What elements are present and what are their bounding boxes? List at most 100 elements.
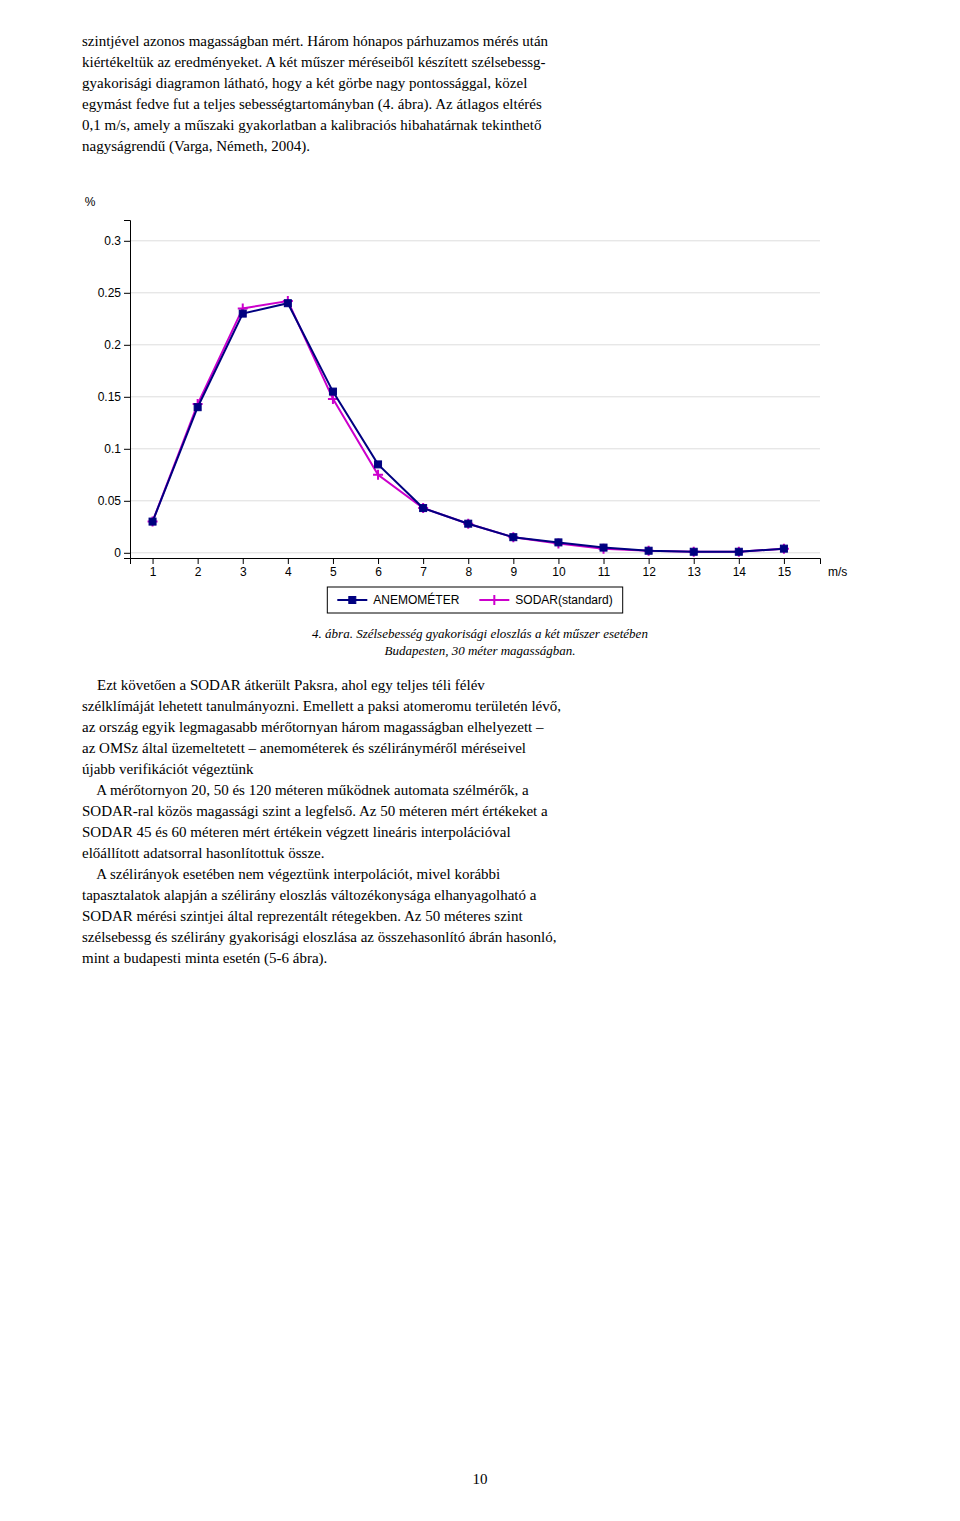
point [284, 300, 291, 307]
x-axis-tick: 15 [778, 558, 792, 579]
legend-marker [489, 595, 499, 605]
tick-mark [124, 241, 130, 242]
x-axis-tick: 6 [375, 558, 382, 579]
point [734, 547, 744, 557]
tick-mark [558, 558, 559, 564]
caption-line: Budapesten, 30 méter magasságban. [384, 643, 575, 658]
tick-label: 11 [598, 565, 611, 579]
x-axis: 123456789101112131415 [131, 558, 821, 579]
tick-label: 0 [114, 546, 121, 560]
x-axis-tick: 5 [330, 558, 337, 579]
text-line: előállított adatsorral hasonlítottuk öss… [82, 845, 324, 861]
tick-mark [378, 558, 379, 564]
tick-mark [124, 397, 130, 398]
legend-label: SODAR(standard) [515, 593, 612, 607]
x-axis-tick: 4 [285, 558, 292, 579]
x-axis-tick: 14 [733, 558, 747, 579]
y-axis-tick: 0 [114, 546, 130, 560]
point [463, 519, 473, 529]
text-line: SODAR 45 és 60 méteren mért értékein vég… [82, 824, 511, 840]
tick-mark [333, 558, 334, 564]
series [149, 300, 787, 556]
tick-label: 3 [240, 565, 247, 579]
text-line: újabb verifikációt végeztünk [82, 761, 254, 777]
grid [130, 241, 820, 553]
text-line: szintjével azonos magasságban mért. Háro… [82, 33, 549, 49]
x-axis-tick: 7 [420, 558, 427, 579]
text-line: az OMSz által üzemeltetett – anemométere… [82, 740, 526, 756]
y-axis-tick: 0.05 [98, 494, 130, 508]
tick-mark [604, 558, 605, 564]
chart: 12345678910111213141500.050.10.150.20.25… [85, 195, 848, 579]
tick-label: 7 [420, 565, 427, 579]
tick-mark [124, 553, 130, 554]
x-axis-tick: 11 [598, 558, 611, 579]
tick-label: 12 [642, 565, 656, 579]
x-axis-tick: 2 [195, 558, 202, 579]
x-axis-tick: 3 [240, 558, 247, 579]
plot-area [148, 296, 789, 557]
grid-line [130, 240, 820, 241]
text-line: SODAR mérési szintjei által reprezentált… [82, 908, 524, 924]
point [780, 545, 787, 552]
point [600, 544, 607, 551]
tick-mark [694, 558, 695, 564]
y-axis-tick: 0.3 [104, 234, 130, 248]
tick-mark [124, 449, 130, 450]
tick-label: 0.25 [98, 286, 122, 300]
y-axis-title: % [85, 195, 96, 209]
text-line: nagyságrendű (Varga, Németh, 2004). [82, 138, 310, 155]
series-line [153, 301, 784, 552]
point [329, 388, 336, 395]
text-line: gyakorisági diagramon látható, hogy a ké… [82, 75, 527, 91]
point [553, 538, 563, 548]
text-line: szélsebessg és szélirány gyakorisági elo… [82, 929, 556, 945]
point [194, 404, 201, 411]
tick-mark [288, 558, 289, 564]
tick-label: 2 [195, 565, 202, 579]
point [375, 461, 382, 468]
point [690, 548, 697, 555]
text-line: Ezt követően a SODAR átkerült Paksra, ah… [82, 677, 485, 693]
text-line: egymást fedve fut a teljes sebességtarto… [82, 96, 542, 113]
page: szintjével azonos magasságban mért. Háro… [0, 0, 960, 1521]
grid-line [130, 396, 820, 397]
caption-line: 4. ábra. Szélsebesség gyakorisági eloszl… [312, 626, 648, 641]
legend-label: ANEMOMÉTER [373, 592, 459, 607]
y-axis-tick: 0.2 [104, 338, 130, 352]
x-axis-title: m/s [828, 565, 847, 579]
text-line: A mérőtornyon 20, 50 és 120 méteren műkö… [82, 782, 529, 798]
text-before: szintjével azonos magasságban mért. Háro… [82, 33, 549, 155]
tick-mark [124, 293, 130, 294]
tick-label: 8 [465, 565, 472, 579]
point [510, 534, 517, 541]
tick-label: 0.2 [104, 338, 121, 352]
point [599, 544, 609, 554]
tick-mark [784, 558, 785, 564]
x-axis-tick: 1 [150, 558, 157, 579]
tick-label: 5 [330, 565, 337, 579]
tick-label: 0.3 [104, 234, 121, 248]
point [689, 547, 699, 557]
legend-box [327, 587, 622, 613]
point [645, 547, 652, 554]
x-axis-tick: 13 [688, 558, 702, 579]
point [735, 548, 742, 555]
y-axis: 00.050.10.150.20.250.3 [98, 221, 131, 561]
series [148, 296, 789, 557]
tick-mark [468, 558, 469, 564]
tick-mark [649, 558, 650, 564]
point [283, 296, 293, 306]
legend-item: SODAR(standard) [479, 593, 612, 607]
text-after: Ezt követően a SODAR átkerült Paksra, ah… [82, 677, 561, 967]
text-line: mint a budapesti minta esetén (5-6 ábra)… [82, 950, 327, 967]
point [149, 518, 156, 525]
text-line: tapasztalatok alapján a szélirány eloszl… [82, 887, 537, 903]
grid-line [130, 448, 820, 449]
tick-mark [124, 345, 130, 346]
point [239, 310, 246, 317]
x-axis-tick: 12 [642, 558, 656, 579]
point [508, 532, 518, 542]
tick-label: 0.1 [104, 442, 121, 456]
tick-mark [124, 501, 130, 502]
